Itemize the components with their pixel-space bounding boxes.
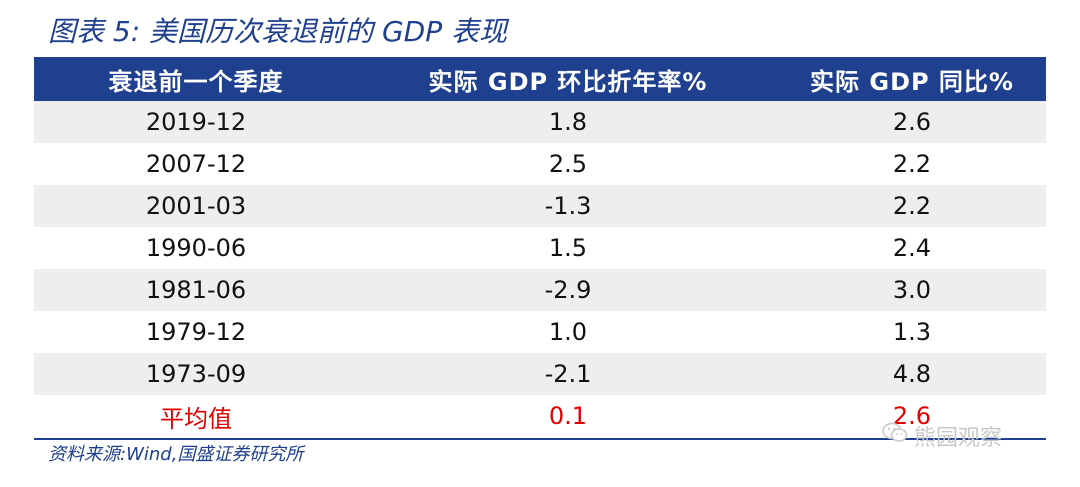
cell-average-label: 平均值	[160, 404, 232, 433]
header-quarter: 衰退前一个季度	[108, 67, 284, 96]
cell-quarter: 1981-06	[145, 276, 247, 304]
gdp-table: 衰退前一个季度 实际 GDP 环比折年率% 实际 GDP 同比% 2019-12…	[34, 57, 1046, 437]
cell-average-yoy: 2.6	[892, 402, 932, 430]
table-row: 2001-03 -1.3 2.2	[34, 185, 1046, 227]
cell-quarter: 1979-12	[145, 318, 247, 346]
cell-qoq: -2.9	[544, 276, 592, 304]
watermark-text: 熊园观察	[914, 426, 1003, 451]
cell-qoq: 1.8	[548, 108, 588, 136]
cell-quarter: 2007-12	[145, 150, 247, 178]
cell-quarter: 2019-12	[145, 108, 247, 136]
cell-yoy: 1.3	[892, 318, 932, 346]
cell-quarter: 2001-03	[145, 192, 247, 220]
cell-quarter: 1990-06	[145, 234, 247, 262]
table-row: 1973-09 -2.1 4.8	[34, 353, 1046, 395]
cell-yoy: 3.0	[892, 276, 932, 304]
table-row: 2007-12 2.5 2.2	[34, 143, 1046, 185]
source-note: 资料来源:Wind,国盛证券研究所	[48, 444, 304, 465]
cell-yoy: 4.8	[892, 360, 932, 388]
cell-yoy: 2.2	[892, 150, 932, 178]
average-row: 平均值 0.1 2.6	[34, 395, 1046, 437]
cell-yoy: 2.4	[892, 234, 932, 262]
figure-title: 图表 5: 美国历次衰退前的 GDP 表现	[48, 15, 507, 48]
cell-yoy: 2.6	[892, 108, 932, 136]
cell-yoy: 2.2	[892, 192, 932, 220]
header-yoy: 实际 GDP 同比%	[810, 67, 1014, 96]
table-bottom-rule	[34, 438, 1046, 440]
table-row: 1990-06 1.5 2.4	[34, 227, 1046, 269]
table-row: 1979-12 1.0 1.3	[34, 311, 1046, 353]
watermark: 熊园观察	[882, 420, 1002, 452]
table-header: 衰退前一个季度 实际 GDP 环比折年率% 实际 GDP 同比%	[34, 57, 1046, 101]
table-row: 1981-06 -2.9 3.0	[34, 269, 1046, 311]
cell-quarter: 1973-09	[145, 360, 247, 388]
cell-qoq: -1.3	[544, 192, 592, 220]
cell-qoq: 1.0	[548, 318, 588, 346]
cell-qoq: 2.5	[548, 150, 588, 178]
cell-qoq: 1.5	[548, 234, 588, 262]
table-row: 2019-12 1.8 2.6	[34, 101, 1046, 143]
cell-qoq: -2.1	[544, 360, 592, 388]
header-qoq-annualized: 实际 GDP 环比折年率%	[428, 67, 708, 96]
cell-average-qoq: 0.1	[548, 402, 588, 430]
wechat-icon	[882, 422, 908, 450]
